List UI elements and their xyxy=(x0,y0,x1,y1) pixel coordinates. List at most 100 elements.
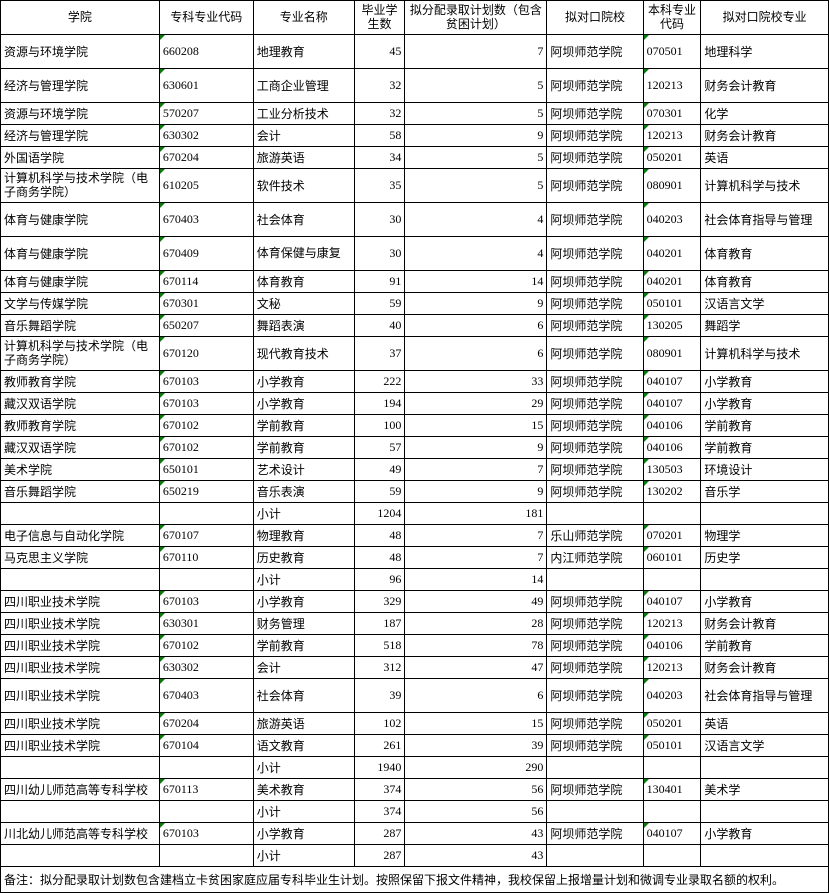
table-row: 音乐舞蹈学院650207舞蹈表演406阿坝师范学院130205舞蹈学 xyxy=(1,314,829,336)
cell xyxy=(701,756,829,778)
table-row: 外国语学院670204旅游英语345阿坝师范学院050201英语 xyxy=(1,146,829,168)
cell: 艺术设计 xyxy=(253,458,354,480)
cell: 音乐学 xyxy=(701,480,829,502)
cell: 1204 xyxy=(354,502,405,524)
cell: 地理科学 xyxy=(701,34,829,68)
table-row: 音乐舞蹈学院650219音乐表演599阿坝师范学院130202音乐学 xyxy=(1,480,829,502)
cell xyxy=(159,502,253,524)
cell: 120213 xyxy=(643,656,701,678)
col-header-1: 专科专业代码 xyxy=(159,1,253,35)
cell: 美术教育 xyxy=(253,778,354,800)
data-table: 学院专科专业代码专业名称毕业学生数拟分配录取计划数（包含贫困计划）拟对口院校本科… xyxy=(0,0,829,867)
table-row: 藏汉双语学院670103小学教育19429阿坝师范学院040107小学教育 xyxy=(1,392,829,414)
cell: 194 xyxy=(354,392,405,414)
table-row: 教师教育学院670103小学教育22233阿坝师范学院040107小学教育 xyxy=(1,370,829,392)
col-header-4: 拟分配录取计划数（包含贫困计划） xyxy=(405,1,547,35)
table-row: 计算机科学与技术学院（电子商务学院）610205软件技术355阿坝师范学院080… xyxy=(1,168,829,202)
cell xyxy=(159,756,253,778)
cell: 小学教育 xyxy=(253,370,354,392)
cell: 630302 xyxy=(159,124,253,146)
table-row: 经济与管理学院630302会计589阿坝师范学院120213财务会计教育 xyxy=(1,124,829,146)
table-row: 四川职业技术学院670403社会体育396阿坝师范学院040203社会体育指导与… xyxy=(1,678,829,712)
table-row: 川北幼儿师范高等专科学校670103小学教育28743阿坝师范学院040107小… xyxy=(1,822,829,844)
cell: 040201 xyxy=(643,270,701,292)
cell: 小计 xyxy=(253,844,354,866)
cell: 汉语言文学 xyxy=(701,734,829,756)
cell: 670204 xyxy=(159,712,253,734)
cell: 小计 xyxy=(253,800,354,822)
cell: 学前教育 xyxy=(253,436,354,458)
cell: 外国语学院 xyxy=(1,146,160,168)
cell: 英语 xyxy=(701,712,829,734)
cell: 9 xyxy=(405,436,547,458)
cell: 100 xyxy=(354,414,405,436)
cell: 102 xyxy=(354,712,405,734)
cell: 040107 xyxy=(643,822,701,844)
cell: 财务会计教育 xyxy=(701,612,829,634)
cell: 阿坝师范学院 xyxy=(547,414,643,436)
cell: 学前教育 xyxy=(701,414,829,436)
cell: 内江师范学院 xyxy=(547,546,643,568)
cell: 体育教育 xyxy=(253,270,354,292)
cell: 4 xyxy=(405,202,547,236)
cell: 4 xyxy=(405,236,547,270)
cell: 080901 xyxy=(643,168,701,202)
cell: 47 xyxy=(405,656,547,678)
cell: 56 xyxy=(405,800,547,822)
cell: 资源与环境学院 xyxy=(1,34,160,68)
cell: 经济与管理学院 xyxy=(1,68,160,102)
cell: 舞蹈表演 xyxy=(253,314,354,336)
cell: 29 xyxy=(405,392,547,414)
col-header-3: 毕业学生数 xyxy=(354,1,405,35)
cell: 287 xyxy=(354,822,405,844)
table-row: 马克思主义学院670110历史教育487内江师范学院060101历史学 xyxy=(1,546,829,568)
cell: 小学教育 xyxy=(253,822,354,844)
cell: 阿坝师范学院 xyxy=(547,822,643,844)
cell: 040203 xyxy=(643,202,701,236)
cell: 阿坝师范学院 xyxy=(547,34,643,68)
cell: 45 xyxy=(354,34,405,68)
col-header-5: 拟对口院校 xyxy=(547,1,643,35)
cell: 体育保健与康复 xyxy=(253,236,354,270)
cell: 040201 xyxy=(643,236,701,270)
cell: 670120 xyxy=(159,336,253,370)
cell: 050201 xyxy=(643,146,701,168)
cell: 050201 xyxy=(643,712,701,734)
table-row: 四川职业技术学院670204旅游英语10215阿坝师范学院050201英语 xyxy=(1,712,829,734)
cell: 080901 xyxy=(643,336,701,370)
cell: 040107 xyxy=(643,370,701,392)
cell: 音乐表演 xyxy=(253,480,354,502)
cell: 阿坝师范学院 xyxy=(547,436,643,458)
cell: 5 xyxy=(405,146,547,168)
cell: 050101 xyxy=(643,292,701,314)
cell: 马克思主义学院 xyxy=(1,546,160,568)
cell xyxy=(159,568,253,590)
cell: 四川职业技术学院 xyxy=(1,590,160,612)
cell: 518 xyxy=(354,634,405,656)
cell: 96 xyxy=(354,568,405,590)
cell: 财务会计教育 xyxy=(701,124,829,146)
table-row: 四川职业技术学院630301财务管理18728阿坝师范学院120213财务会计教… xyxy=(1,612,829,634)
table-row: 资源与环境学院570207工业分析技术325阿坝师范学院070301化学 xyxy=(1,102,829,124)
cell: 会计 xyxy=(253,124,354,146)
cell: 四川职业技术学院 xyxy=(1,678,160,712)
table-row: 小计1940290 xyxy=(1,756,829,778)
cell xyxy=(643,800,701,822)
cell: 小学教育 xyxy=(701,370,829,392)
cell: 14 xyxy=(405,270,547,292)
cell: 软件技术 xyxy=(253,168,354,202)
cell: 070301 xyxy=(643,102,701,124)
cell: 计算机科学与技术学院（电子商务学院） xyxy=(1,168,160,202)
cell: 藏汉双语学院 xyxy=(1,436,160,458)
cell: 教师教育学院 xyxy=(1,414,160,436)
cell: 化学 xyxy=(701,102,829,124)
cell: 670107 xyxy=(159,524,253,546)
cell: 32 xyxy=(354,68,405,102)
cell: 060101 xyxy=(643,546,701,568)
cell: 音乐舞蹈学院 xyxy=(1,480,160,502)
cell: 学前教育 xyxy=(701,436,829,458)
cell: 小学教育 xyxy=(701,822,829,844)
table-row: 小计9614 xyxy=(1,568,829,590)
cell: 670102 xyxy=(159,436,253,458)
cell: 阿坝师范学院 xyxy=(547,370,643,392)
